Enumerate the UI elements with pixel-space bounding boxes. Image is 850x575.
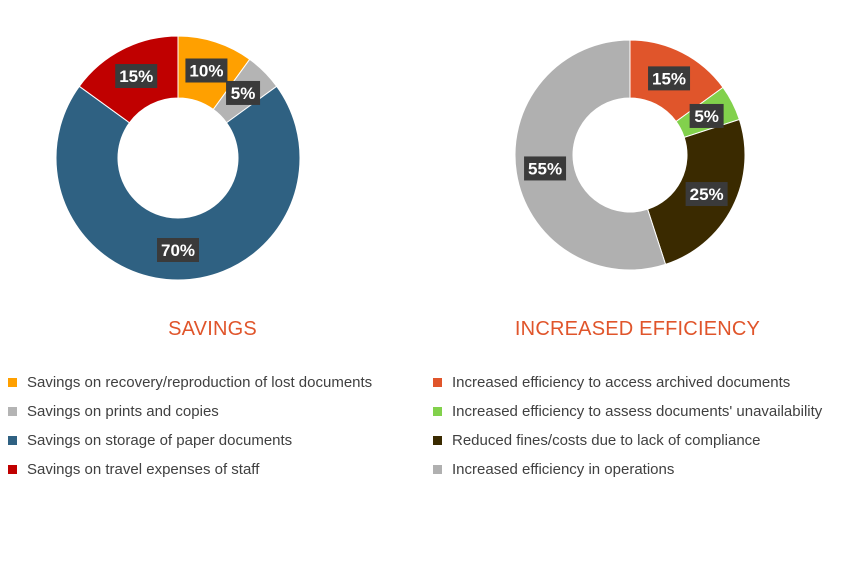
data-label-text: 15% (119, 67, 153, 86)
legend-label: Increased efficiency in operations (452, 461, 675, 478)
donut-slice-2 (55, 85, 301, 281)
savings-donut-chart: 10% 5% 70% 15% (55, 35, 301, 281)
data-label-text: 5% (694, 107, 719, 126)
data-label-box (115, 64, 158, 89)
data-label-text: 55% (528, 159, 562, 178)
data-label-box (226, 80, 261, 105)
data-label-box (689, 103, 724, 128)
efficiency-legend: Increased efficiency to access archived … (433, 368, 822, 484)
data-label-box (157, 238, 199, 262)
data-label-text: 15% (652, 69, 686, 88)
legend-label: Increased efficiency to access archived … (452, 374, 791, 391)
legend-item-archived-access: Increased efficiency to access archived … (433, 368, 822, 397)
data-label-text: 5% (231, 84, 256, 103)
data-label-0: 15% (648, 66, 691, 91)
data-label-box (524, 156, 567, 181)
data-label-3: 55% (524, 156, 567, 181)
legend-item-travel-expenses: Savings on travel expenses of staff (8, 455, 372, 484)
legend-swatch (433, 465, 442, 474)
data-label-3: 15% (115, 64, 158, 89)
legend-swatch (433, 378, 442, 387)
donut-slice-3 (514, 39, 667, 271)
efficiency-chart-panel: 15% 5% 25% 55% INCREASED EFFICIENCY Increas… (425, 0, 850, 575)
legend-swatch (8, 407, 17, 416)
data-label-2: 25% (685, 182, 728, 207)
legend-label: Reduced fines/costs due to lack of compl… (452, 432, 761, 449)
legend-item-compliance-fines: Reduced fines/costs due to lack of compl… (433, 426, 822, 455)
legend-item-unavailability: Increased efficiency to assess documents… (433, 397, 822, 426)
efficiency-chart-title: INCREASED EFFICIENCY (514, 318, 761, 340)
legend-item-operations: Increased efficiency in operations (433, 455, 822, 484)
data-label-text: 70% (161, 241, 195, 260)
legend-label: Increased efficiency to assess documents… (452, 403, 823, 420)
savings-chart-title: SAVINGS (168, 318, 257, 340)
data-label-1: 5% (689, 103, 724, 128)
data-label-2: 70% (157, 238, 199, 262)
efficiency-donut-chart: 15% 5% 25% 55% (514, 39, 746, 271)
data-label-0: 10% (185, 58, 228, 83)
data-label-box (185, 58, 228, 83)
legend-item-paper-storage: Savings on storage of paper documents (8, 426, 372, 455)
data-label-text: 25% (690, 185, 724, 204)
legend-label: Savings on recovery/reproduction of lost… (27, 374, 373, 391)
legend-label: Savings on storage of paper documents (27, 432, 293, 449)
legend-item-prints-copies: Savings on prints and copies (8, 397, 372, 426)
savings-chart-panel: 10% 5% 70% 15% SAVINGS Savings on recovery/… (8, 35, 372, 484)
legend-swatch (8, 465, 17, 474)
legend-swatch (433, 436, 442, 445)
data-label-box (685, 182, 728, 207)
data-label-box (648, 66, 691, 91)
legend-swatch (433, 407, 442, 416)
data-label-1: 5% (226, 80, 261, 105)
legend-label: Savings on travel expenses of staff (27, 461, 260, 478)
data-label-text: 10% (189, 62, 223, 81)
legend-label: Savings on prints and copies (27, 403, 219, 420)
legend-item-lost-documents: Savings on recovery/reproduction of lost… (8, 368, 372, 397)
savings-legend: Savings on recovery/reproduction of lost… (8, 368, 372, 484)
legend-swatch (8, 436, 17, 445)
legend-swatch (8, 378, 17, 387)
